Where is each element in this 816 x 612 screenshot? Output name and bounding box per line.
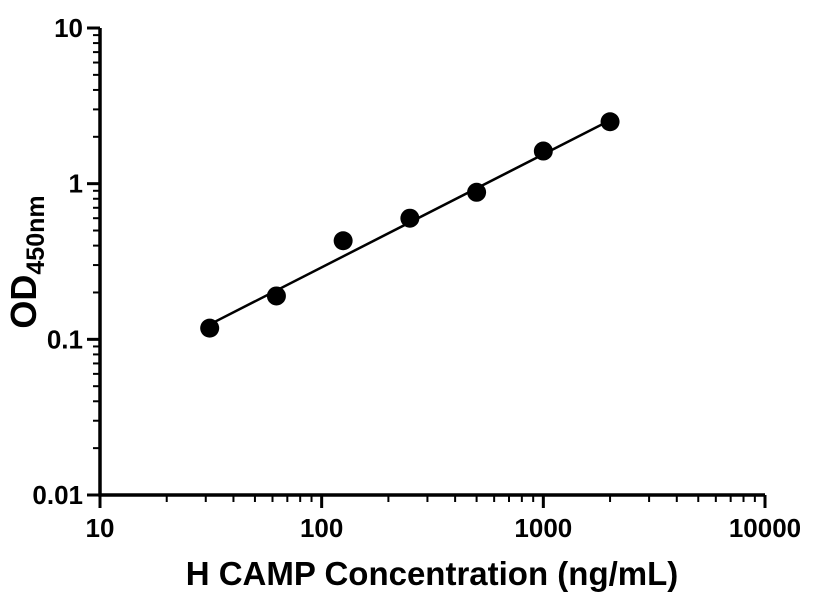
data-point [533, 141, 553, 161]
x-axis-tick-label: 10 [86, 513, 115, 543]
minor-ticks [93, 34, 756, 502]
tick-labels: 10 100 1000 10000 0.01 0.1 1 10 [32, 13, 801, 543]
x-axis-title: H CAMP Concentration (ng/mL) [186, 555, 679, 592]
data-point [600, 112, 620, 132]
axes-frame [98, 28, 765, 497]
y-axis-tick-label: 10 [54, 13, 83, 43]
y-axis-title-main: OD [3, 275, 44, 329]
y-axis-tick-label: 1 [69, 169, 83, 199]
x-axis-tick-label: 10000 [729, 513, 801, 543]
data-point [333, 231, 353, 251]
y-axis-title-subscript: 450nm [22, 195, 50, 274]
x-axis-tick-label: 100 [300, 513, 343, 543]
data-series [200, 112, 620, 338]
y-axis-tick-label: 0.01 [32, 480, 83, 510]
data-point [467, 182, 487, 202]
major-ticks [87, 26, 767, 508]
y-axis-title: OD450nm [3, 195, 50, 328]
data-point [266, 286, 286, 306]
x-axis-tick-label: 1000 [514, 513, 572, 543]
y-axis-tick-label: 0.1 [47, 324, 83, 354]
axes [98, 28, 765, 497]
data-point [200, 318, 220, 338]
data-point [400, 208, 420, 228]
